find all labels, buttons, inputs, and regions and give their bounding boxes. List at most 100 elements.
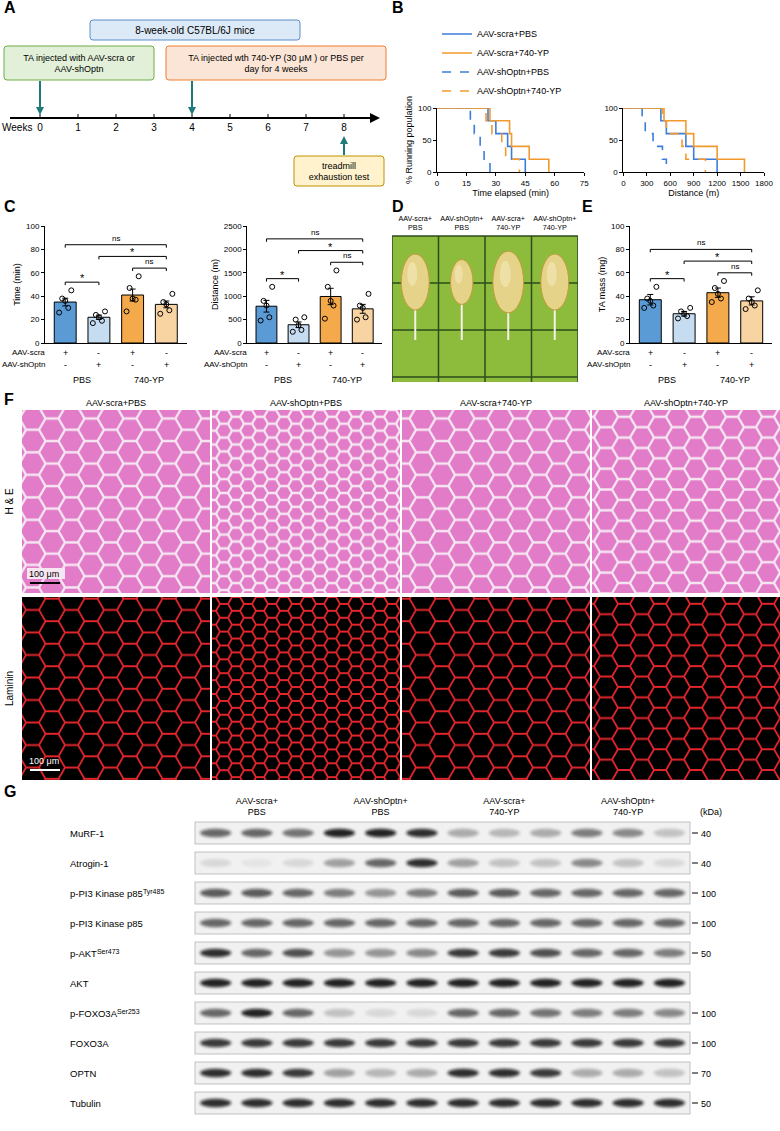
svg-text:AAV-shOptn+: AAV-shOptn+ [354, 796, 408, 806]
svg-text:*: * [328, 241, 333, 253]
svg-text:740-YP: 740-YP [496, 223, 520, 232]
svg-text:60: 60 [615, 269, 624, 278]
svg-text:0: 0 [621, 179, 626, 188]
svg-text:p-PI3 Kinase p85Tyr485: p-PI3 Kinase p85Tyr485 [70, 887, 164, 899]
svg-text:ns: ns [697, 238, 705, 247]
svg-text:AAV-scra+740-YP: AAV-scra+740-YP [460, 398, 532, 408]
svg-text:20: 20 [615, 315, 624, 324]
svg-text:ns: ns [145, 257, 153, 266]
svg-text:-: - [649, 360, 652, 370]
svg-text:8: 8 [341, 122, 347, 133]
svg-text:40: 40 [701, 859, 711, 869]
svg-text:+: + [360, 360, 365, 370]
svg-text:45: 45 [521, 179, 530, 188]
svg-text:*: * [130, 246, 135, 258]
svg-text:p-PI3 Kinase p85: p-PI3 Kinase p85 [70, 918, 143, 929]
svg-text:-: - [165, 348, 168, 358]
svg-text:-: - [97, 348, 100, 358]
svg-text:Time elapsed (min): Time elapsed (min) [472, 188, 549, 198]
svg-text:4: 4 [189, 122, 195, 133]
svg-text:*: * [715, 251, 720, 263]
svg-text:740-YP: 740-YP [332, 375, 362, 385]
svg-text:740-YP: 740-YP [720, 375, 750, 385]
svg-text:OPTN: OPTN [70, 1068, 97, 1079]
svg-text:AKT: AKT [70, 978, 89, 989]
svg-text:-: - [329, 360, 332, 370]
svg-text:-: - [131, 360, 134, 370]
svg-text:AAV-shOptn+: AAV-shOptn+ [601, 796, 655, 806]
svg-text:AAV-shOptn+740-YP: AAV-shOptn+740-YP [477, 86, 561, 96]
svg-text:ns: ns [112, 234, 120, 243]
svg-text:+: + [328, 348, 333, 358]
svg-text:740-YP: 740-YP [613, 807, 643, 817]
svg-text:0: 0 [35, 339, 40, 348]
svg-text:Distance (m): Distance (m) [668, 188, 719, 198]
svg-text:PBS: PBS [455, 223, 470, 232]
svg-text:-: - [683, 348, 686, 358]
svg-text:*: * [280, 269, 285, 281]
svg-text:100 μm: 100 μm [29, 756, 59, 766]
svg-text:60: 60 [550, 179, 559, 188]
svg-text:exhaustion test: exhaustion test [309, 172, 370, 182]
svg-text:+: + [682, 360, 687, 370]
svg-text:H & E: H & E [4, 488, 15, 514]
svg-text:PBS: PBS [73, 375, 91, 385]
svg-text:100: 100 [26, 222, 40, 231]
svg-text:740-YP: 740-YP [543, 223, 567, 232]
svg-text:6: 6 [265, 122, 271, 133]
svg-text:40: 40 [615, 292, 624, 301]
svg-text:AAV-scra+: AAV-scra+ [398, 214, 432, 223]
svg-text:Tubulin: Tubulin [70, 1098, 101, 1109]
svg-text:2: 2 [113, 122, 119, 133]
svg-text:50: 50 [422, 136, 431, 145]
svg-text:AAV-scra+: AAV-scra+ [483, 796, 525, 806]
svg-text:p-FOXO3ASer253: p-FOXO3ASer253 [70, 1007, 140, 1019]
svg-text:100 μm: 100 μm [29, 569, 59, 579]
svg-text:60: 60 [30, 269, 39, 278]
svg-text:FOXO3A: FOXO3A [70, 1038, 109, 1049]
svg-text:-: - [750, 348, 753, 358]
svg-text:1500: 1500 [732, 179, 750, 188]
svg-text:*: * [80, 272, 85, 284]
svg-text:AAV-shOptn: AAV-shOptn [587, 360, 630, 369]
svg-text:0: 0 [613, 168, 618, 177]
svg-text:50: 50 [701, 1099, 711, 1109]
svg-text:AAV-shOptn+740-YP: AAV-shOptn+740-YP [644, 398, 728, 408]
svg-text:AAV-scra: AAV-scra [214, 348, 247, 357]
svg-text:+: + [264, 348, 269, 358]
svg-text:500: 500 [228, 315, 242, 324]
svg-text:900: 900 [687, 179, 701, 188]
svg-text:20: 20 [30, 315, 39, 324]
svg-text:AAV-scra+: AAV-scra+ [236, 796, 278, 806]
svg-text:50: 50 [701, 949, 711, 959]
svg-text:7: 7 [303, 122, 309, 133]
svg-text:Weeks: Weeks [2, 122, 32, 133]
svg-text:AAV-scra: AAV-scra [597, 348, 630, 357]
svg-text:AAV-scra: AAV-scra [12, 348, 45, 357]
svg-text:30: 30 [491, 179, 500, 188]
svg-text:80: 80 [615, 245, 624, 254]
svg-text:day for 4 weeks: day for 4 weeks [244, 64, 308, 74]
svg-text:40: 40 [701, 829, 711, 839]
svg-text:740-YP: 740-YP [489, 807, 519, 817]
svg-text:treadmill: treadmill [322, 161, 356, 171]
svg-text:100: 100 [611, 222, 625, 231]
svg-text:AAV-scra+: AAV-scra+ [491, 214, 525, 223]
svg-text:Laminin: Laminin [4, 671, 15, 706]
svg-text:100: 100 [701, 919, 716, 929]
svg-text:80: 80 [30, 245, 39, 254]
svg-text:+: + [749, 360, 754, 370]
svg-text:Distance (m): Distance (m) [210, 259, 220, 310]
svg-text:ns: ns [731, 262, 739, 271]
svg-text:AAV-shOptn+PBS: AAV-shOptn+PBS [270, 398, 342, 408]
svg-text:ns: ns [343, 251, 351, 260]
svg-text:-: - [297, 348, 300, 358]
svg-text:-: - [361, 348, 364, 358]
svg-text:TA injected wth 740-YP (30 μM: TA injected wth 740-YP (30 μM ) or PBS p… [188, 53, 363, 63]
svg-text:1: 1 [75, 122, 81, 133]
svg-text:AAV-shOptn+: AAV-shOptn+ [533, 214, 576, 223]
svg-text:% Running population: % Running population [404, 96, 414, 184]
svg-text:AAV-shOptn: AAV-shOptn [204, 360, 247, 369]
svg-text:3: 3 [151, 122, 157, 133]
svg-text:(kDa): (kDa) [700, 807, 722, 817]
